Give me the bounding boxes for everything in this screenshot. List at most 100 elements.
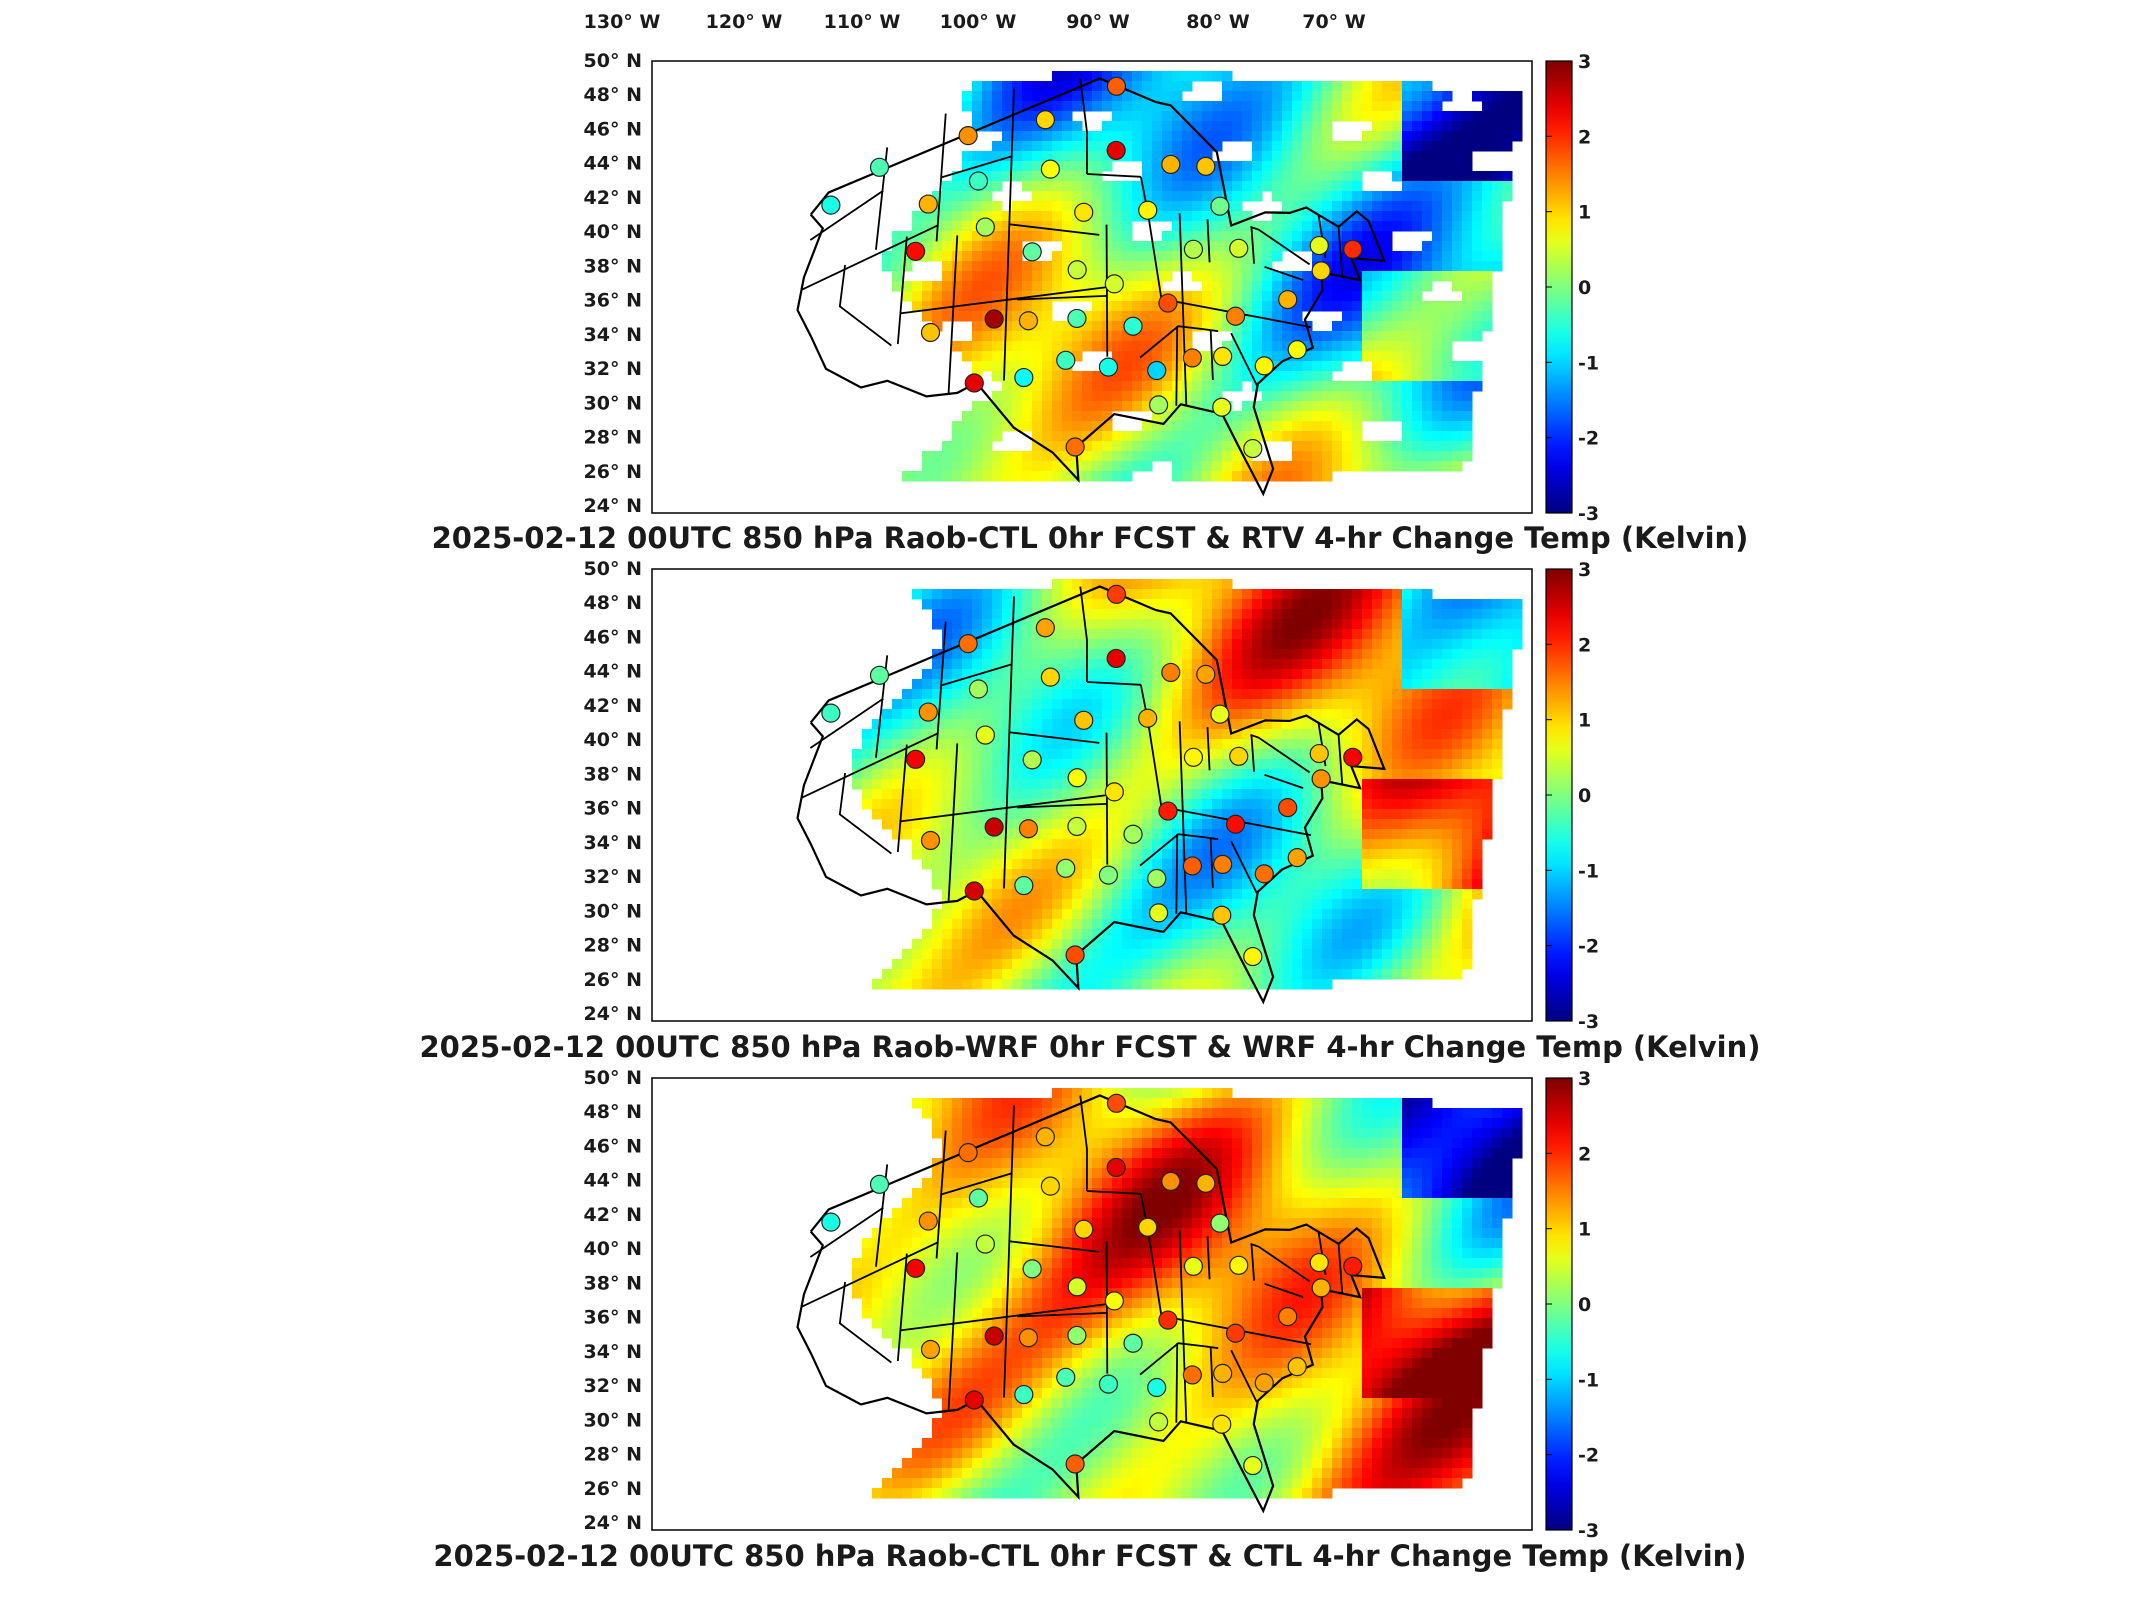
raob-station-marker bbox=[1254, 1373, 1274, 1393]
raob-station-marker bbox=[1183, 747, 1204, 767]
raob-station-marker bbox=[821, 1212, 841, 1232]
raob-station-marker bbox=[1098, 865, 1119, 885]
latitude-tick-label: 46° N bbox=[584, 626, 642, 648]
raob-station-marker bbox=[1123, 824, 1143, 844]
raob-station-marker bbox=[1035, 618, 1055, 638]
raob-station-marker bbox=[1183, 239, 1204, 259]
raob-station-marker bbox=[918, 702, 938, 722]
raob-station-marker bbox=[1106, 76, 1127, 96]
latitude-tick-label: 38° N bbox=[584, 1272, 642, 1294]
raob-station-marker bbox=[1104, 1291, 1124, 1311]
latitude-tick-label: 32° N bbox=[584, 866, 642, 888]
raob-station-marker bbox=[1035, 1127, 1055, 1147]
raob-station-marker bbox=[1309, 743, 1329, 764]
raob-station-marker bbox=[1123, 316, 1143, 336]
raob-station-marker bbox=[1056, 858, 1076, 878]
latitude-tick-label: 24° N bbox=[584, 1512, 642, 1534]
raob-station-marker bbox=[1311, 1278, 1331, 1298]
colorbar-tick-label: 1 bbox=[1578, 202, 1591, 224]
temperature-change-field bbox=[852, 579, 1523, 990]
latitude-tick-label: 40° N bbox=[584, 221, 642, 243]
raob-station-marker bbox=[1148, 1412, 1169, 1432]
latitude-tick-label: 42° N bbox=[584, 187, 642, 209]
raob-station-marker bbox=[1311, 261, 1331, 281]
raob-station-marker bbox=[1212, 1414, 1232, 1434]
colorbar-tick-label: -3 bbox=[1578, 503, 1599, 525]
latitude-tick-label: 32° N bbox=[584, 358, 642, 380]
raob-station-marker bbox=[1158, 1310, 1178, 1330]
map-panel: 50° N 48° N 46° N 44° N 42° N 40° N 38° N 36° N… bbox=[432, 50, 1749, 555]
raob-station-marker bbox=[1254, 356, 1274, 376]
raob-station-marker bbox=[1243, 1455, 1263, 1476]
colorbar: 3 2 1 0 -1 -2 -3 bbox=[1545, 51, 1599, 525]
latitude-tick-label: 36° N bbox=[584, 1307, 642, 1329]
raob-station-marker bbox=[958, 126, 978, 146]
raob-station-marker bbox=[968, 679, 989, 699]
latitude-tick-label: 44° N bbox=[584, 153, 642, 175]
colorbar: 3 2 1 0 -1 -2 -3 bbox=[1545, 559, 1599, 1033]
latitude-tick-label: 28° N bbox=[584, 935, 642, 957]
raob-station-marker bbox=[918, 1211, 938, 1231]
raob-station-marker bbox=[984, 817, 1004, 837]
raob-station-marker bbox=[1309, 1252, 1329, 1273]
latitude-tick-label: 48° N bbox=[584, 1101, 642, 1123]
latitude-tick-label: 34° N bbox=[584, 324, 642, 346]
latitude-tick-label: 48° N bbox=[584, 84, 642, 106]
raob-station-marker bbox=[1213, 1363, 1233, 1384]
latitude-tick-label: 24° N bbox=[584, 495, 642, 517]
map-border bbox=[651, 568, 1533, 1022]
raob-station-marker bbox=[1138, 1217, 1158, 1237]
raob-station-marker bbox=[1225, 306, 1246, 326]
raob-station-marker bbox=[1196, 156, 1216, 176]
raob-station-marker bbox=[1243, 946, 1263, 967]
latitude-tick-label: 50° N bbox=[584, 50, 642, 72]
raob-station-marker bbox=[1148, 903, 1169, 923]
raob-station-marker bbox=[1161, 1171, 1181, 1192]
longitude-labels: 130° W 120° W 110° W 100° W 90° W 80° W 70° W bbox=[584, 11, 1366, 33]
coastline bbox=[796, 585, 1386, 1005]
raob-station-marker bbox=[1067, 308, 1087, 329]
raob-station-marker bbox=[964, 881, 984, 901]
panel-title: 2025-02-12 00UTC 850 hPa Raob-CTL 0hr FC… bbox=[432, 521, 1749, 555]
raob-station-marker bbox=[1022, 242, 1042, 262]
latitude-tick-label: 28° N bbox=[584, 427, 642, 449]
longitude-tick-label: 130° W bbox=[584, 11, 661, 33]
latitude-tick-label: 46° N bbox=[584, 118, 642, 140]
latitude-tick-label: 44° N bbox=[584, 661, 642, 683]
raob-station-marker bbox=[1254, 864, 1274, 884]
colorbar-tick-label: 1 bbox=[1578, 1219, 1591, 1241]
raob-station-marker bbox=[1138, 708, 1158, 728]
colorbar-tick-label: 2 bbox=[1578, 126, 1591, 148]
raob-station-marker bbox=[1018, 819, 1039, 839]
latitude-tick-label: 26° N bbox=[584, 461, 642, 483]
latitude-tick-label: 30° N bbox=[584, 900, 642, 922]
latitude-tick-label: 24° N bbox=[584, 1003, 642, 1025]
latitude-tick-label: 30° N bbox=[584, 1409, 642, 1431]
latitude-tick-label: 26° N bbox=[584, 969, 642, 991]
raob-station-marker bbox=[920, 830, 941, 851]
colorbar-tick-label: -1 bbox=[1578, 860, 1599, 882]
raob-station-marker bbox=[1210, 1213, 1230, 1233]
raob-station-marker bbox=[1074, 1219, 1094, 1239]
raob-station-marker bbox=[975, 1234, 995, 1254]
raob-station-marker bbox=[1106, 584, 1127, 604]
raob-station-marker bbox=[1148, 395, 1169, 415]
raob-station-marker bbox=[975, 725, 995, 745]
raob-station-marker bbox=[984, 1326, 1004, 1346]
raob-station-marker bbox=[1074, 710, 1094, 730]
raob-station-marker bbox=[1158, 801, 1178, 821]
raob-station-marker bbox=[964, 1390, 984, 1410]
latitude-tick-label: 26° N bbox=[584, 1478, 642, 1500]
map-panels: 50° N 48° N 46° N 44° N 42° N 40° N 38° N 36° N… bbox=[419, 50, 1760, 1573]
temperature-change-field bbox=[852, 1088, 1523, 1499]
raob-station-marker bbox=[1040, 159, 1061, 179]
latitude-tick-label: 42° N bbox=[584, 1204, 642, 1226]
raob-station-marker bbox=[1229, 238, 1249, 258]
colorbar-tick-label: -1 bbox=[1578, 1369, 1599, 1391]
raob-station-marker bbox=[1018, 311, 1039, 331]
raob-station-marker bbox=[1147, 360, 1167, 381]
raob-station-marker bbox=[1138, 200, 1158, 220]
raob-station-marker bbox=[1065, 945, 1085, 965]
raob-station-marker bbox=[1183, 1256, 1204, 1276]
raob-station-marker bbox=[1022, 1259, 1042, 1279]
